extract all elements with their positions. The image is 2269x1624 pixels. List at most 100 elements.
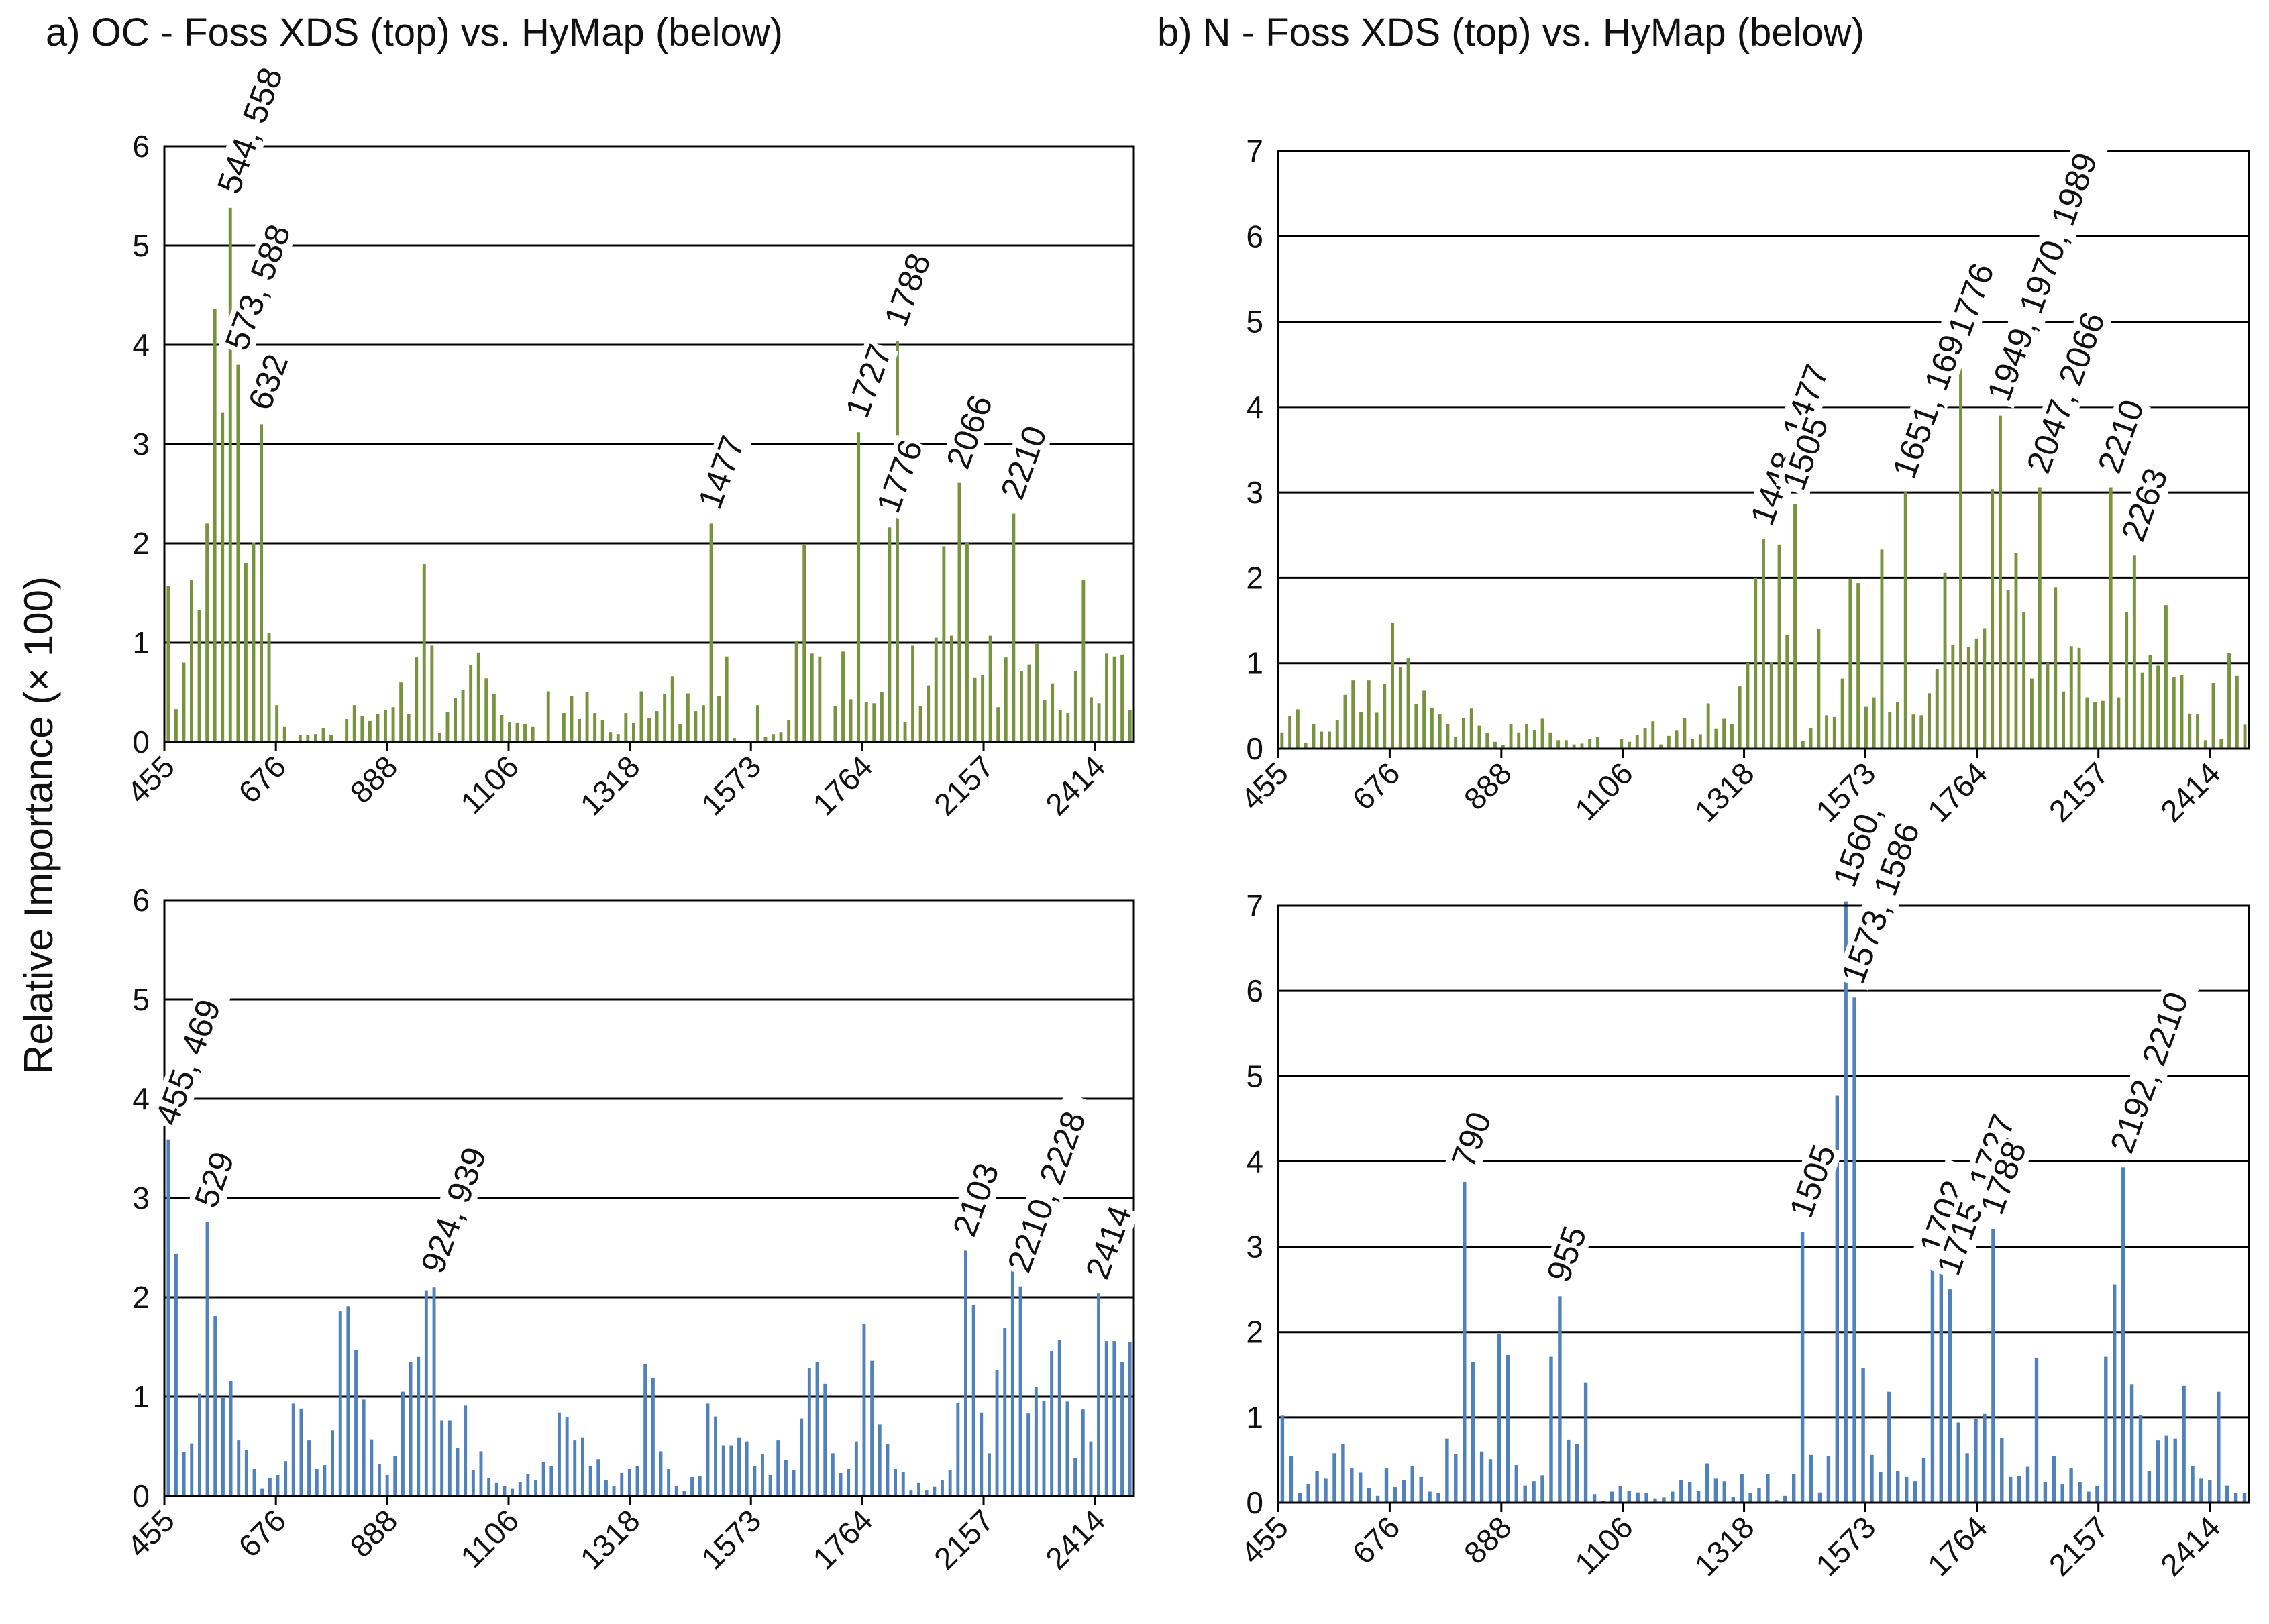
y-tick-label: 1 bbox=[1246, 1400, 1263, 1435]
bar bbox=[1402, 1480, 1406, 1503]
y-tick-label: 6 bbox=[132, 883, 150, 918]
bar bbox=[1010, 1259, 1014, 1496]
bar bbox=[1073, 671, 1077, 742]
x-tick-label: 1573 bbox=[694, 1503, 768, 1576]
bar bbox=[1398, 667, 1402, 749]
x-tick-label: 1106 bbox=[454, 1503, 525, 1574]
bar bbox=[276, 1474, 280, 1496]
bar bbox=[934, 637, 938, 742]
bar bbox=[2208, 1480, 2212, 1503]
bar bbox=[1034, 1387, 1038, 1496]
bar bbox=[880, 692, 884, 742]
x-tick-label: 676 bbox=[1345, 755, 1406, 816]
annotation-label: 455, 469 bbox=[148, 994, 228, 1130]
bar bbox=[1367, 1488, 1371, 1503]
bar bbox=[1050, 1350, 1054, 1496]
annotation: 2210, 2228 bbox=[1000, 1091, 1098, 1279]
bar bbox=[492, 694, 496, 742]
bar bbox=[870, 1360, 874, 1496]
bar bbox=[651, 1377, 655, 1496]
bar bbox=[1628, 741, 1631, 749]
bar bbox=[1462, 718, 1465, 749]
bar bbox=[655, 711, 659, 742]
bar bbox=[864, 702, 868, 742]
x-tick-label: 2157 bbox=[2042, 755, 2115, 828]
bar bbox=[1540, 1475, 1544, 1503]
bar bbox=[729, 1445, 733, 1496]
annotation-bg bbox=[692, 431, 751, 517]
bar bbox=[221, 1397, 225, 1496]
bar bbox=[338, 1311, 342, 1496]
bar bbox=[578, 719, 581, 742]
y-tick-label: 7 bbox=[1246, 133, 1263, 168]
bar bbox=[901, 1472, 905, 1496]
bar bbox=[391, 707, 395, 742]
bar bbox=[2203, 740, 2207, 749]
bar bbox=[190, 580, 193, 742]
bar bbox=[1775, 1500, 1779, 1503]
bar bbox=[393, 1456, 397, 1496]
bar bbox=[1675, 730, 1679, 749]
bar bbox=[2030, 678, 2034, 749]
bar bbox=[2054, 587, 2058, 749]
bar bbox=[1572, 744, 1576, 749]
bar bbox=[346, 1306, 350, 1496]
bar bbox=[1651, 721, 1655, 749]
bar bbox=[1580, 743, 1584, 749]
bar bbox=[1888, 712, 1892, 749]
bar bbox=[503, 1486, 507, 1496]
bar bbox=[596, 1459, 600, 1496]
y-tick-label: 7 bbox=[1246, 888, 1263, 923]
bar bbox=[456, 1448, 460, 1496]
bar bbox=[1065, 1401, 1069, 1496]
bar bbox=[1514, 1465, 1518, 1503]
bar bbox=[1280, 732, 1284, 749]
bar bbox=[927, 685, 931, 742]
annotation-label: 1776 bbox=[869, 435, 931, 518]
bar bbox=[670, 676, 674, 742]
bar bbox=[1328, 731, 1331, 749]
y-tick-label: 3 bbox=[132, 1181, 150, 1215]
bar bbox=[833, 706, 837, 742]
bar bbox=[378, 1464, 381, 1496]
y-tick-label: 6 bbox=[1246, 973, 1263, 1008]
bar bbox=[1959, 350, 1962, 749]
bar bbox=[1485, 733, 1489, 749]
bar bbox=[2147, 1471, 2152, 1503]
bar bbox=[755, 705, 759, 742]
bar bbox=[2191, 1466, 2195, 1503]
bar bbox=[236, 364, 240, 742]
y-tick-label: 4 bbox=[1246, 1144, 1263, 1179]
bar bbox=[980, 1412, 984, 1496]
bar bbox=[581, 1437, 584, 1496]
bar bbox=[1027, 664, 1031, 742]
bar bbox=[706, 1403, 710, 1496]
bar bbox=[1445, 1438, 1449, 1503]
bar bbox=[761, 1454, 764, 1496]
bar bbox=[1928, 693, 1931, 749]
x-tick-label: 2414 bbox=[2154, 1509, 2227, 1582]
bar bbox=[1713, 1478, 1718, 1503]
annotation-bg bbox=[1886, 298, 1983, 486]
bar bbox=[917, 1482, 920, 1496]
bar bbox=[988, 635, 992, 742]
annotation-bg bbox=[1079, 1201, 1139, 1287]
annotation-bg bbox=[188, 1146, 242, 1215]
bar bbox=[376, 714, 380, 742]
bar bbox=[464, 1405, 468, 1496]
bar bbox=[526, 1474, 530, 1496]
bar bbox=[1523, 1485, 1527, 1503]
bar bbox=[370, 1439, 374, 1496]
bar bbox=[1043, 700, 1047, 742]
bar bbox=[1792, 1474, 1796, 1503]
bar bbox=[996, 707, 1000, 742]
bar bbox=[965, 543, 969, 742]
bar bbox=[807, 1368, 811, 1496]
plot-frame bbox=[163, 145, 1135, 743]
bar bbox=[2095, 1486, 2099, 1503]
bar bbox=[1469, 708, 1473, 749]
bar bbox=[401, 1391, 405, 1496]
bar bbox=[1384, 1468, 1389, 1503]
bar bbox=[753, 1466, 757, 1496]
